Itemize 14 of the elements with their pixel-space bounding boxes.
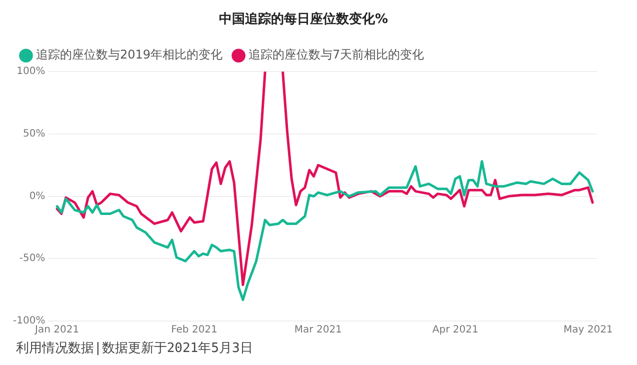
x-tick-label: Mar 2021 <box>294 324 342 336</box>
y-tick-label: 100% <box>16 66 46 78</box>
legend-label: 追踪的座位数与2019年相比的变化 <box>36 48 223 62</box>
chart-title: 中国追踪的每日座位数变化% <box>218 11 388 28</box>
x-tick-label: Feb 2021 <box>171 324 218 336</box>
x-tick-label: May 2021 <box>563 324 613 336</box>
y-tick-label: -50% <box>19 253 46 264</box>
y-tick-label: 50% <box>22 128 46 140</box>
text: 利用情况数据|数据更新于2021年5月3日 <box>16 340 253 356</box>
legend-label: 追踪的座位数与7天前相比的变化 <box>248 48 424 62</box>
y-tick-label: 0% <box>29 190 46 202</box>
y-tick-label: -100% <box>12 316 46 327</box>
x-tick-label: Apr 2021 <box>432 324 478 336</box>
x-tick-label: Jan 2021 <box>34 324 80 336</box>
